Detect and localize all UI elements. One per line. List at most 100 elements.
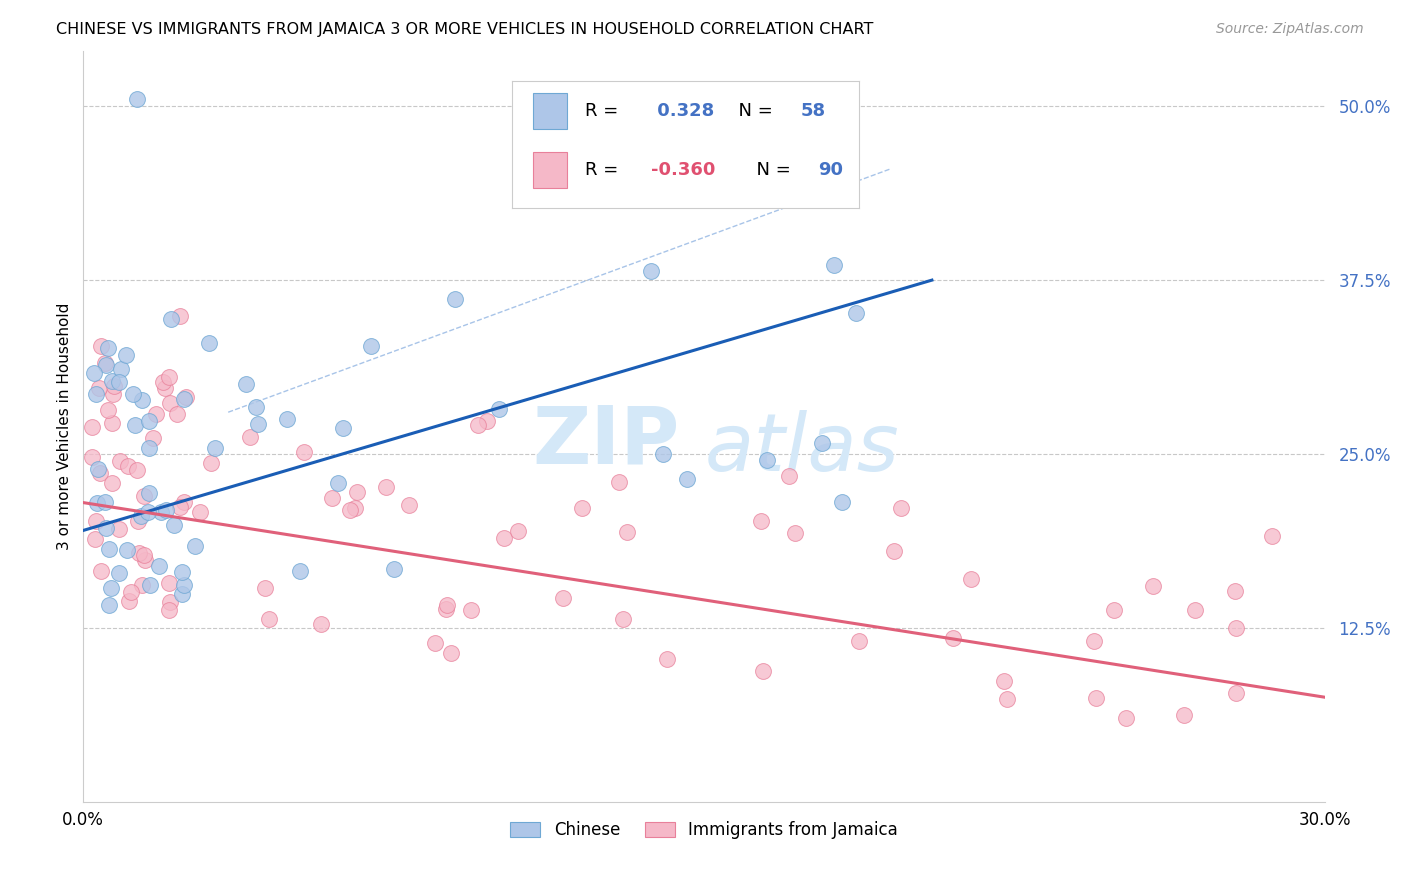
Point — [138, 486, 160, 500]
Point — [756, 453, 779, 467]
Point — [136, 505, 159, 519]
Point — [94, 356, 117, 370]
Point — [172, 587, 194, 601]
Point — [118, 593, 141, 607]
Point — [97, 341, 120, 355]
Point — [655, 651, 678, 665]
Point — [101, 375, 124, 389]
Text: atlas: atlas — [704, 409, 898, 488]
Point — [169, 500, 191, 514]
Point — [101, 387, 124, 401]
Point — [1173, 707, 1195, 722]
Point — [640, 264, 662, 278]
Point — [883, 543, 905, 558]
Point — [100, 582, 122, 596]
Point — [87, 381, 110, 395]
Point — [752, 664, 775, 678]
Point — [134, 489, 156, 503]
Point — [90, 339, 112, 353]
Point — [142, 431, 165, 445]
Point — [845, 306, 868, 320]
Point — [398, 498, 420, 512]
Point — [155, 503, 177, 517]
Point — [170, 565, 193, 579]
Point — [434, 602, 457, 616]
Point — [246, 417, 269, 431]
Point — [87, 462, 110, 476]
Point — [120, 585, 142, 599]
Point — [96, 521, 118, 535]
Point — [488, 402, 510, 417]
Point — [169, 310, 191, 324]
Point — [204, 442, 226, 456]
Point — [1225, 621, 1247, 635]
Point — [1102, 603, 1125, 617]
Point — [1261, 529, 1284, 543]
Point — [288, 564, 311, 578]
Point — [675, 472, 697, 486]
Point — [321, 491, 343, 505]
Point — [616, 524, 638, 539]
Point — [139, 578, 162, 592]
Point — [942, 632, 965, 646]
Point — [460, 603, 482, 617]
Point — [128, 546, 150, 560]
Point — [174, 390, 197, 404]
Point — [1225, 686, 1247, 700]
Text: CHINESE VS IMMIGRANTS FROM JAMAICA 3 OR MORE VEHICLES IN HOUSEHOLD CORRELATION C: CHINESE VS IMMIGRANTS FROM JAMAICA 3 OR … — [56, 22, 873, 37]
Point — [831, 495, 853, 509]
Point — [276, 412, 298, 426]
Point — [152, 375, 174, 389]
Point — [1142, 579, 1164, 593]
Point — [108, 566, 131, 580]
Point — [995, 692, 1018, 706]
Point — [127, 514, 149, 528]
Point — [157, 369, 180, 384]
Point — [339, 502, 361, 516]
Point — [157, 575, 180, 590]
Point — [245, 401, 267, 415]
Point — [374, 479, 396, 493]
Point — [90, 564, 112, 578]
Point — [173, 495, 195, 509]
Point — [571, 501, 593, 516]
Point — [100, 475, 122, 490]
Point — [440, 646, 463, 660]
Point — [332, 421, 354, 435]
Point — [198, 336, 221, 351]
Point — [159, 311, 181, 326]
Point — [382, 562, 405, 576]
Point — [97, 541, 120, 556]
Point — [173, 578, 195, 592]
Point — [84, 514, 107, 528]
Point — [100, 417, 122, 431]
Text: ZIP: ZIP — [531, 402, 679, 480]
Point — [86, 496, 108, 510]
Point — [778, 469, 800, 483]
Point — [129, 509, 152, 524]
Point — [82, 420, 104, 434]
Point — [823, 258, 845, 272]
Point — [292, 445, 315, 459]
Point — [115, 348, 138, 362]
Point — [173, 392, 195, 406]
Point — [506, 524, 529, 539]
Point — [83, 366, 105, 380]
Point — [134, 553, 156, 567]
Point — [131, 578, 153, 592]
Point — [326, 475, 349, 490]
Point — [553, 591, 575, 606]
Point — [652, 447, 675, 461]
Point — [117, 459, 139, 474]
Point — [82, 450, 104, 465]
Text: Source: ZipAtlas.com: Source: ZipAtlas.com — [1216, 22, 1364, 37]
Point — [94, 495, 117, 509]
Point — [157, 603, 180, 617]
Point — [890, 501, 912, 516]
Point — [148, 558, 170, 573]
Point — [108, 522, 131, 536]
Point — [612, 612, 634, 626]
Point — [1083, 633, 1105, 648]
Point — [183, 539, 205, 553]
Point — [436, 598, 458, 612]
